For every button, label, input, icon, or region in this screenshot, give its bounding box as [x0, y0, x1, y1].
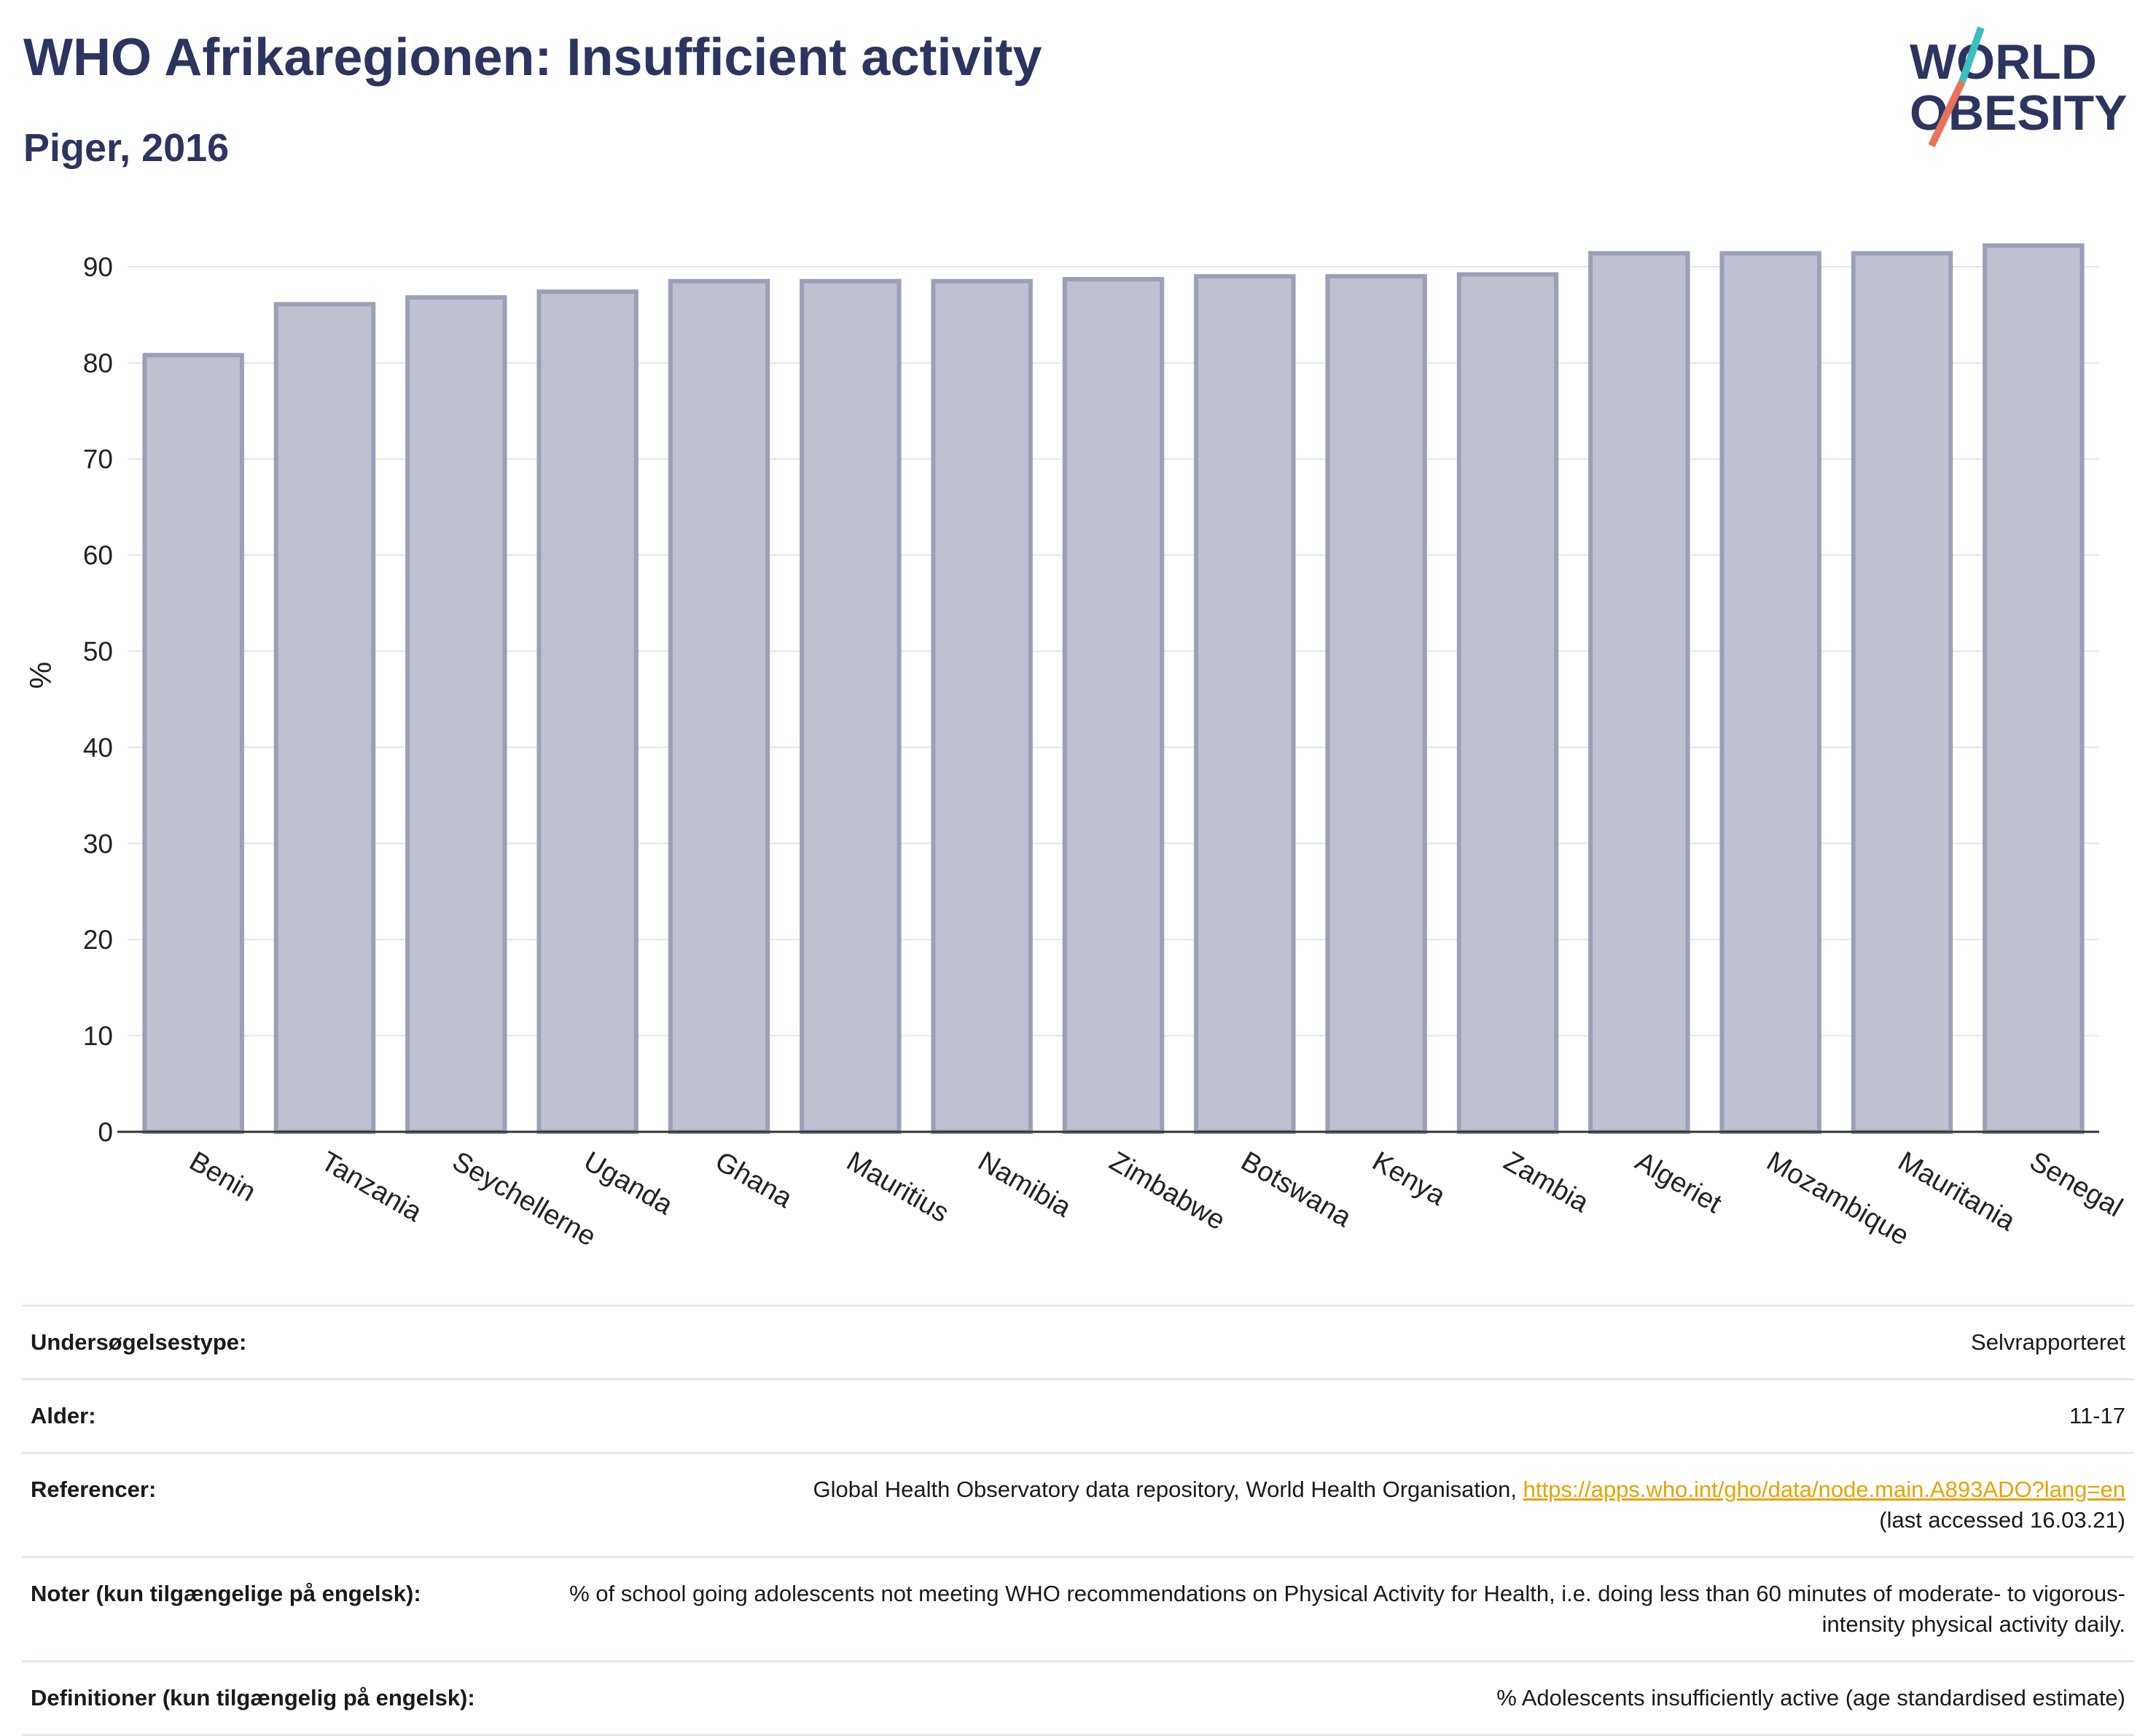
y-tick-label: 20: [83, 925, 113, 955]
bar-algeriet: [1588, 251, 1690, 1135]
y-tick-label: 50: [83, 637, 113, 667]
y-tick-label: 70: [83, 445, 113, 474]
bar-tanzania: [273, 302, 376, 1134]
meta-label: Undersøgelsestype:: [31, 1329, 247, 1355]
y-tick-label: 60: [83, 541, 113, 571]
x-tick-label: Ghana: [710, 1146, 798, 1214]
bar-ghana: [668, 278, 770, 1134]
logo-slash-coral: [1928, 79, 1966, 148]
x-tick-label: Algeriet: [1630, 1146, 1727, 1219]
meta-row-age: Alder: 11-17: [22, 1378, 2134, 1452]
meta-row-definitions: Definitioner (kun tilgængelig på engelsk…: [22, 1660, 2134, 1736]
meta-value: Selvrapporteret: [1971, 1329, 2125, 1355]
x-tick-label: Tanzania: [316, 1146, 427, 1228]
meta-label: Referencer:: [31, 1477, 157, 1502]
logo-slash-teal: [1958, 26, 1985, 83]
y-tick-label: 30: [83, 829, 113, 859]
meta-value: Global Health Observatory data repositor…: [813, 1474, 2126, 1536]
bar-uganda: [536, 289, 638, 1134]
bar-benin: [142, 353, 244, 1134]
x-tick-label: Botswana: [1235, 1146, 1356, 1233]
meta-row-notes: Noter (kun tilgængelige på engelsk): % o…: [22, 1556, 2134, 1660]
x-tick-label: Zimbabwe: [1104, 1146, 1230, 1236]
reference-link[interactable]: https://apps.who.int/gho/data/node.main.…: [1523, 1477, 2125, 1502]
y-tick-label: 0: [98, 1117, 113, 1147]
logo-text-world: WORLD: [1910, 34, 2097, 90]
x-tick-label: Kenya: [1367, 1146, 1451, 1212]
bar-zimbabwe: [1062, 277, 1165, 1135]
x-tick-label: Uganda: [579, 1146, 679, 1221]
x-tick-label: Mozambique: [1762, 1146, 1914, 1251]
x-tick-label: Zambia: [1499, 1146, 1594, 1219]
y-tick-label: 80: [83, 348, 113, 378]
meta-value: 11-17: [2069, 1403, 2125, 1428]
y-tick-label: 40: [83, 732, 113, 762]
chart-subtitle: Piger, 2016: [23, 126, 230, 170]
meta-row-references: Referencer: Global Health Observatory da…: [22, 1452, 2134, 1556]
x-tick-label: Senegal: [2024, 1146, 2128, 1223]
bar-senegal: [1983, 243, 2085, 1134]
bar-seychellerne: [405, 295, 507, 1134]
meta-row-survey-type: Undersøgelsestype: Selvrapporteret: [22, 1305, 2134, 1378]
bar-botswana: [1194, 274, 1296, 1134]
bar-mauritania: [1851, 251, 1953, 1135]
bar-chart: 0 10 20 30 40 50 60 70 80 90% Benin Tanzania Seychel…: [23, 243, 2128, 1253]
metadata-table: Undersøgelsestype: Selvrapporteret Alder…: [22, 1305, 2134, 1736]
meta-value: % Adolescents insufficiently active (age…: [1496, 1685, 2125, 1710]
bar-namibia: [931, 278, 1033, 1134]
meta-label: Noter (kun tilgængelige på engelsk):: [31, 1581, 421, 1606]
bar-zambia: [1456, 272, 1559, 1135]
bar-kenya: [1325, 274, 1427, 1134]
meta-label: Alder:: [31, 1403, 96, 1428]
reference-text: Global Health Observatory data repositor…: [813, 1477, 1517, 1502]
world-obesity-logo: WORLD OBESITY: [1910, 26, 2128, 148]
meta-label: Definitioner (kun tilgængelig på engelsk…: [31, 1685, 475, 1710]
y-tick-label: 90: [83, 252, 113, 282]
x-tick-label: Namibia: [973, 1146, 1077, 1223]
reference-access-date: (last accessed 16.03.21): [1879, 1507, 2125, 1533]
bar-mozambique: [1719, 251, 1821, 1135]
y-tick-label: 10: [83, 1021, 113, 1051]
x-tick-label: Benin: [184, 1146, 261, 1208]
y-axis-label: %: [23, 662, 58, 689]
bar-mauritius: [800, 278, 902, 1134]
x-tick-label: Mauritius: [841, 1146, 954, 1228]
chart-title: WHO Afrikaregionen: Insufficient activit…: [23, 28, 1042, 87]
x-tick-label: Seychellerne: [447, 1146, 601, 1252]
meta-value: % of school going adolescents not meetin…: [569, 1581, 2125, 1637]
